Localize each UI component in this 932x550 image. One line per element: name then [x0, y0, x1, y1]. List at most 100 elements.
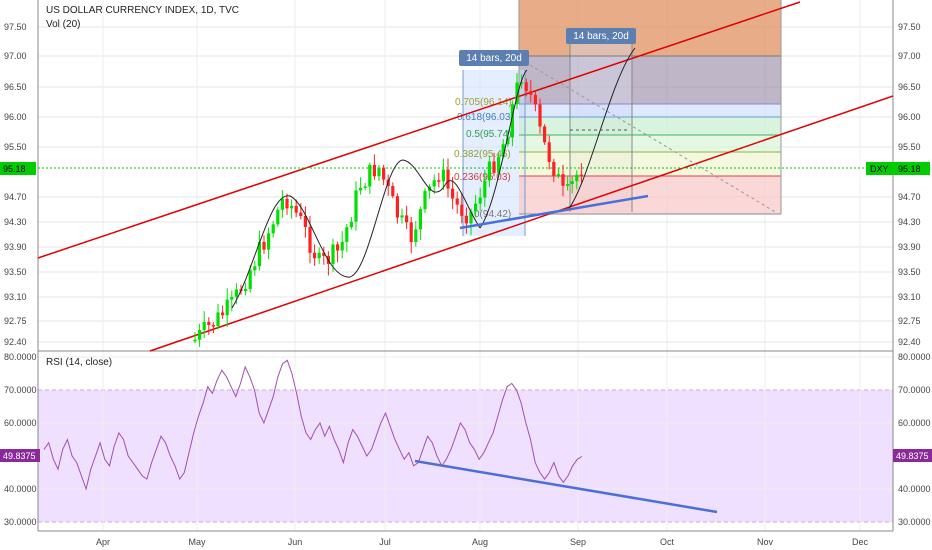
candle-body	[418, 209, 422, 230]
price-axis-left[interactable]: 97.50 97.00 96.50 96.00 95.50 94.70 94.30 93.90…	[4, 22, 27, 347]
candle-body	[524, 82, 528, 92]
price-tick-label: 92.40	[898, 337, 921, 347]
candle-body	[368, 164, 372, 187]
projection-box-upper	[519, 0, 781, 56]
candle-up	[414, 220, 418, 247]
candle-body	[579, 174, 583, 177]
candle-body	[575, 174, 579, 182]
price-tick-label-left: 94.30	[4, 217, 27, 227]
candle-up	[345, 223, 349, 252]
candle-up	[280, 189, 284, 219]
fib-label: 0.5(95.74)	[466, 129, 512, 140]
candle-up	[515, 73, 519, 110]
time-tick-label: Jun	[288, 537, 303, 547]
candle-body	[492, 161, 496, 173]
fib-label: 0.705(96.14)	[455, 97, 512, 108]
candle-body	[464, 215, 468, 224]
candle-body	[414, 229, 418, 243]
wave-curve	[231, 159, 481, 309]
candle-body	[405, 215, 409, 223]
time-tick-label: Aug	[472, 537, 488, 547]
candle-body	[221, 312, 225, 316]
bars-label-2: 14 bars, 20d	[566, 28, 636, 44]
candle-down	[303, 206, 307, 238]
candle-body	[363, 186, 367, 188]
svg-text:49.8375: 49.8375	[3, 451, 36, 461]
candle-body	[377, 167, 381, 177]
price-tick-label-left: 96.00	[4, 112, 27, 122]
candle-body	[497, 156, 501, 173]
candle-down	[336, 241, 340, 263]
candle-body	[207, 322, 211, 325]
candle-up	[257, 230, 261, 271]
time-tick-label: Oct	[660, 537, 675, 547]
rsi-overbought-oversold-band	[38, 390, 893, 522]
candle-body	[280, 198, 284, 210]
bars-label-1: 14 bars, 20d	[459, 50, 529, 66]
candle-body	[345, 227, 349, 242]
candle-body	[446, 169, 450, 189]
candle-body	[340, 241, 344, 251]
candle-up	[317, 247, 321, 264]
candle-up	[290, 199, 294, 219]
candle-down	[395, 193, 399, 224]
fib-label: 0.382(95.46)	[454, 149, 511, 160]
price-tick-label: 93.90	[898, 242, 921, 252]
volume-label: Vol (20)	[46, 19, 80, 30]
candle-body	[244, 288, 248, 292]
price-axis-right[interactable]: 97.50 97.00 96.50 96.00 95.50 94.70 94.30 93.90…	[898, 22, 921, 347]
candle-body	[483, 180, 487, 198]
candle-down	[221, 305, 225, 319]
candle-body	[451, 188, 455, 199]
candle-up	[198, 323, 202, 347]
rsi-axis[interactable]: 80.0000 80.0000 70.0000 70.0000 60.0000 60.00…	[4, 352, 931, 527]
candle-up	[556, 168, 560, 179]
svg-text:95.18: 95.18	[3, 164, 26, 174]
candle-down	[529, 80, 533, 103]
candle-down	[207, 317, 211, 335]
rsi-tick-label: 40.0000	[898, 484, 931, 494]
candle-body	[529, 91, 533, 95]
candle-body	[437, 180, 441, 182]
candle-body	[253, 266, 257, 271]
time-tick-label: Dec	[852, 537, 869, 547]
candle-body	[248, 270, 252, 289]
candle-body	[234, 289, 238, 297]
candle-down	[322, 246, 326, 265]
candle-down	[446, 158, 450, 198]
candle-up	[483, 169, 487, 207]
price-tick-label-left: 93.50	[4, 267, 27, 277]
candle-up	[216, 303, 220, 330]
candle-up	[354, 181, 358, 231]
candle-body	[474, 203, 478, 212]
candle-down	[579, 163, 583, 183]
candle-body	[561, 174, 565, 186]
projection-zones	[462, 0, 782, 236]
candle-body	[193, 339, 197, 342]
candle-up	[497, 153, 501, 177]
candle-body	[317, 252, 321, 259]
time-tick-label: Apr	[96, 537, 110, 547]
candle-up	[469, 208, 473, 236]
candlesticks	[193, 73, 583, 347]
candle-body	[520, 82, 524, 84]
rsi-tick-label: 60.0000	[898, 418, 931, 428]
svg-text:95.18: 95.18	[898, 164, 921, 174]
price-tick-label: 97.50	[898, 22, 921, 32]
channel-upper-line	[37, 1, 801, 259]
candle-down	[533, 91, 537, 112]
candle-body	[322, 252, 326, 256]
candle-down	[561, 164, 565, 197]
time-tick-label: Sep	[570, 537, 586, 547]
candle-body	[372, 164, 376, 177]
candle-body	[432, 180, 436, 187]
candle-body	[257, 241, 261, 267]
candle-down	[464, 207, 468, 234]
candle-up	[253, 260, 257, 276]
candle-body	[354, 190, 358, 222]
candle-body	[303, 216, 307, 228]
candle-body	[395, 196, 399, 218]
candle-body	[510, 104, 514, 138]
time-axis[interactable]: Apr May Jun Jul Aug Sep Oct Nov Dec	[96, 537, 869, 547]
